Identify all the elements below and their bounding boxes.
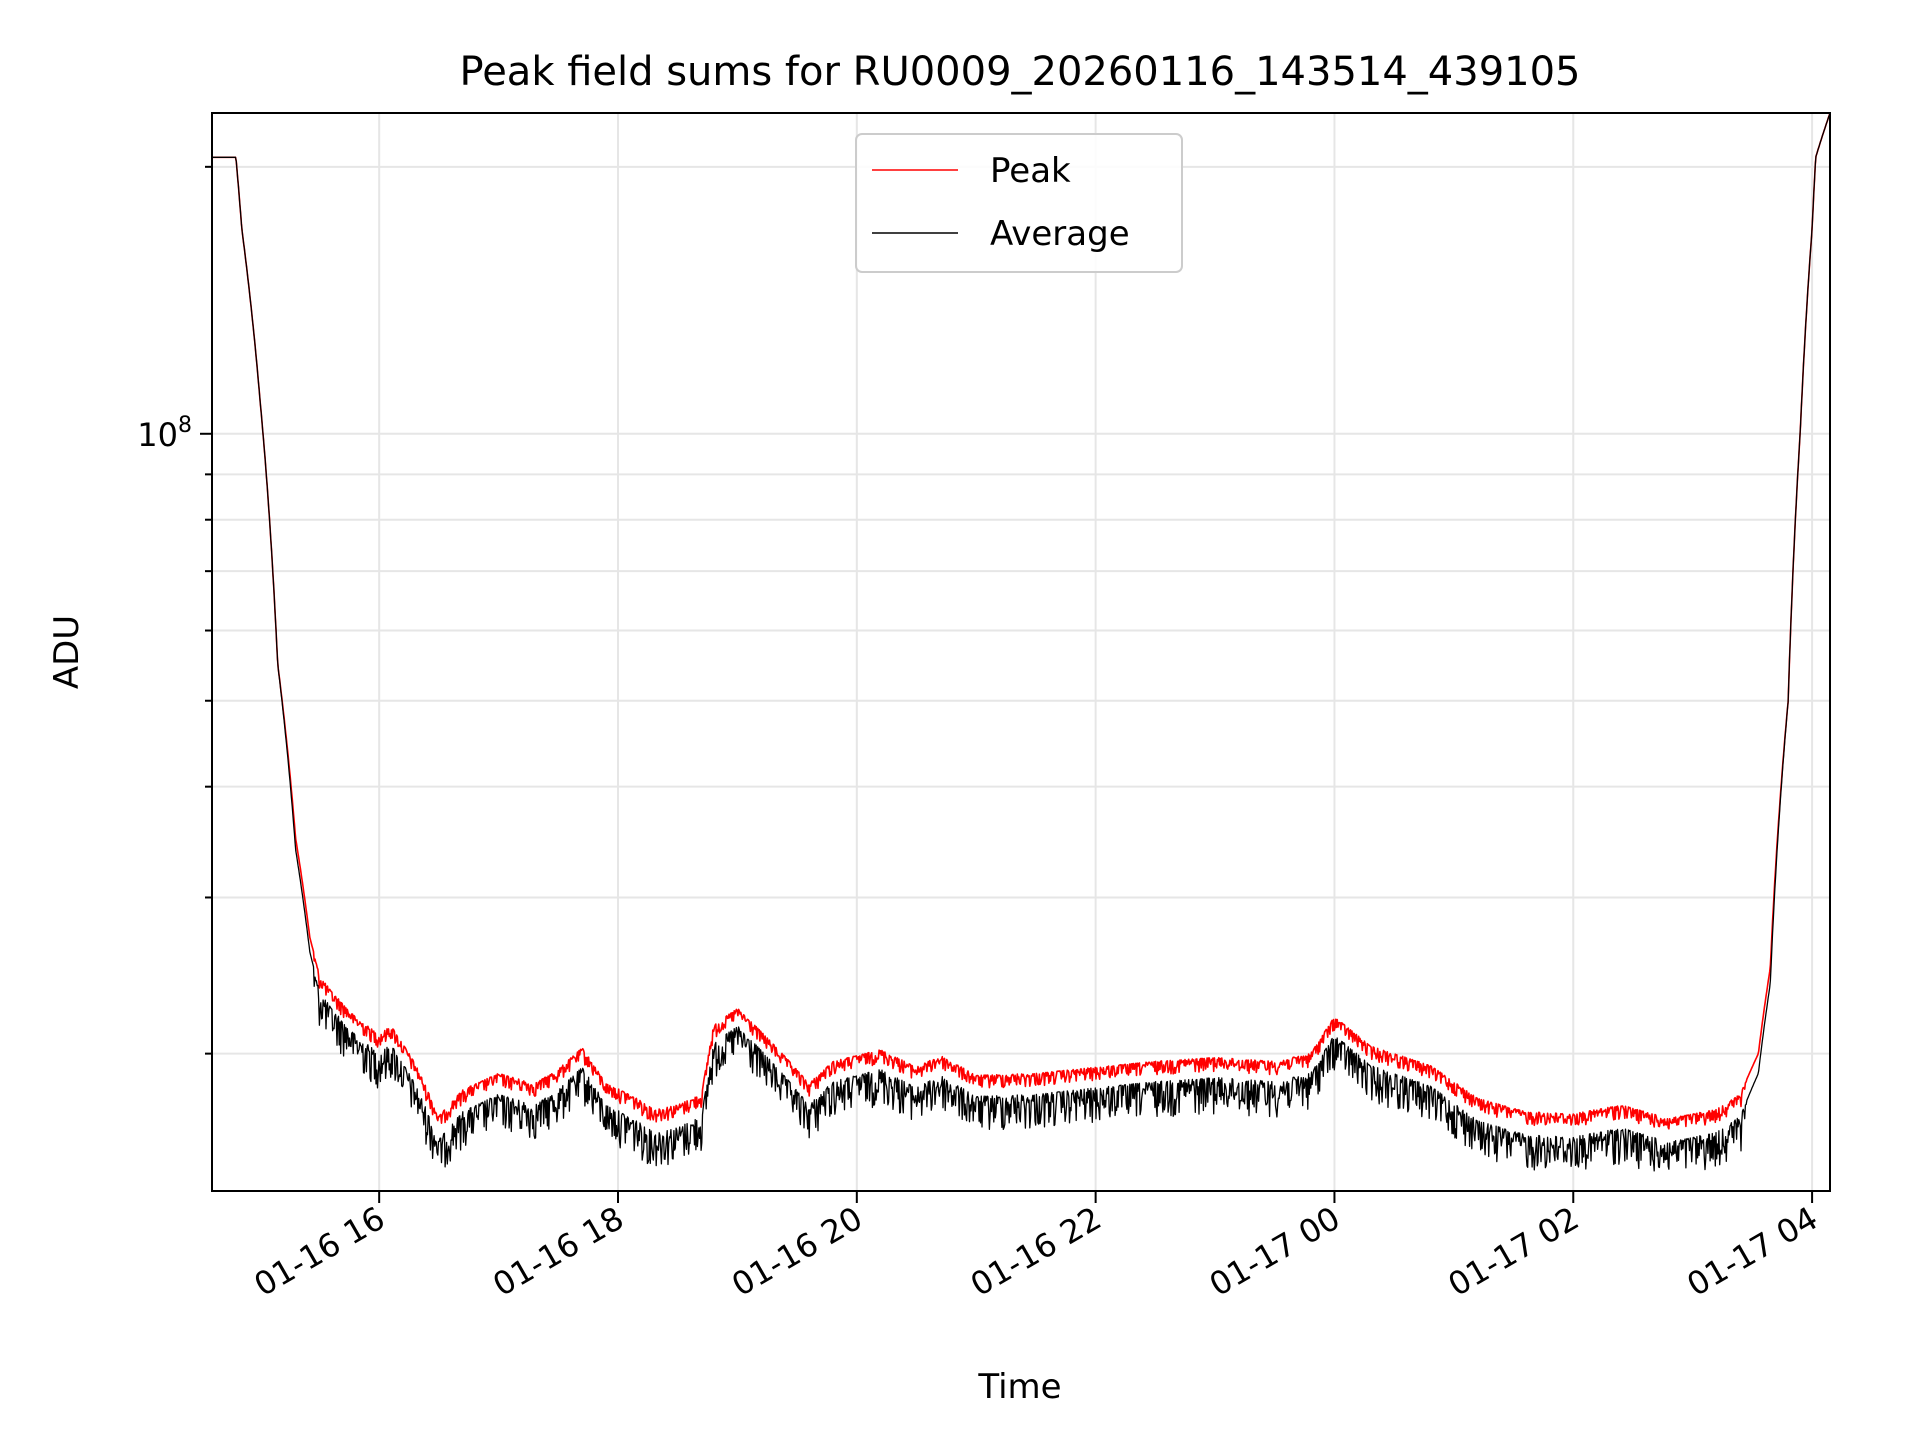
- grid: [212, 113, 1830, 1191]
- x-axis-label: Time: [977, 1367, 1061, 1407]
- y-tick-label: 108: [137, 413, 192, 454]
- series-line-average: [212, 112, 1831, 1172]
- legend-peak-label: Peak: [990, 151, 1071, 191]
- chart-title: Peak field sums for RU0009_20260116_1435…: [460, 49, 1581, 95]
- series-line-peak: [211, 112, 1831, 1130]
- series-lines: [211, 112, 1831, 1172]
- legend: Peak Average: [855, 133, 1183, 273]
- legend-box: [855, 133, 1183, 273]
- y-axis-label: ADU: [47, 615, 87, 689]
- plot-frame: [211, 112, 1831, 1192]
- legend-average-label: Average: [990, 214, 1130, 254]
